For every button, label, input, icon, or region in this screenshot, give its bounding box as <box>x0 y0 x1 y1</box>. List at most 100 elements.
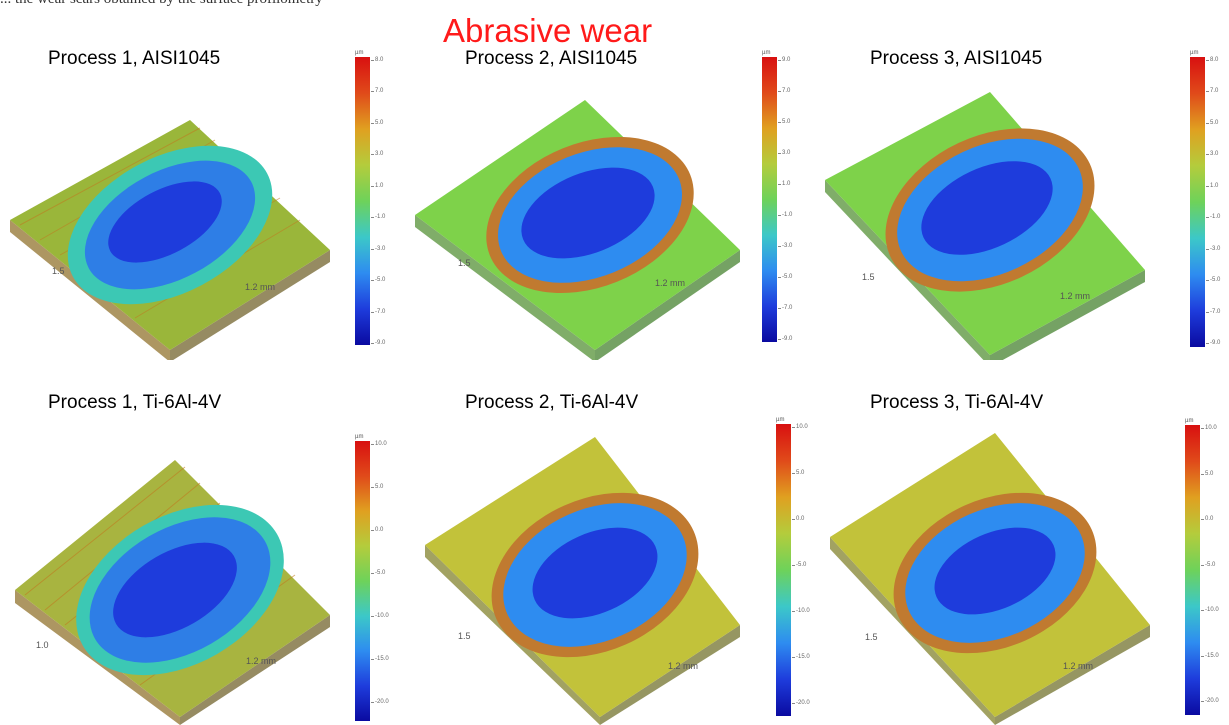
surface-side-front <box>600 625 740 725</box>
dim-y-label: 1.5 <box>862 272 875 282</box>
colorbar-tick: 8.0 <box>1205 57 1219 63</box>
dim-y-label: 1.5 <box>458 631 471 641</box>
colorbar-tick: -3.0 <box>1205 246 1221 252</box>
surface-side-front <box>180 615 330 725</box>
colorbar-tick: -15.0 <box>1201 653 1219 659</box>
colorbar-tick: -9.0 <box>370 340 386 346</box>
colorbar-tick: -3.0 <box>370 246 386 252</box>
wear-scar-core <box>532 527 658 619</box>
colorbar-gradient <box>355 57 370 345</box>
colorbar-tick: 1.0 <box>1205 183 1219 189</box>
colorbar-tick: -20.0 <box>371 699 389 705</box>
panel-process-2-aisi1045: 1.5 1.2 mm Process 2, AISI1045 µm 9.0 7.… <box>410 40 820 376</box>
colorbar-unit: µm <box>776 417 785 423</box>
dim-y-label: 1.5 <box>865 632 878 642</box>
colorbar-tick: -20.0 <box>1201 698 1219 704</box>
colorbar-tick: 1.0 <box>777 181 791 187</box>
dim-x-label: 1.2 mm <box>245 282 276 292</box>
wear-surface-plot <box>10 120 330 360</box>
colorbar-tick: 3.0 <box>1205 151 1219 157</box>
colorbar-tick: 7.0 <box>1205 88 1219 94</box>
dim-x-label: 1.2 mm <box>655 278 686 288</box>
colorbar-tick: 9.0 <box>777 57 791 63</box>
colorbar-tick: 0.0 <box>1200 516 1214 522</box>
surface-side-left <box>415 215 595 360</box>
colorbar-tick: 7.0 <box>777 88 791 94</box>
dim-y-label: 1.5 <box>458 258 471 268</box>
wear-surface-plot <box>425 437 740 725</box>
dim-x-label: 1.2 mm <box>246 656 277 666</box>
colorbar-tick: 3.0 <box>777 150 791 156</box>
colorbar-tick: -3.0 <box>777 243 793 249</box>
colorbar-tick: 5.0 <box>777 119 791 125</box>
wear-scar-core <box>108 181 222 263</box>
colorbar-tick: 5.0 <box>791 470 805 476</box>
colorbar-tick: -5.0 <box>791 562 807 568</box>
colorbar-tick: 0.0 <box>370 527 384 533</box>
colorbar-tick: -5.0 <box>370 277 386 283</box>
colorbar-tick: -10.0 <box>792 608 810 614</box>
colorbar-tick: -5.0 <box>1200 562 1216 568</box>
colorbar-tick: -5.0 <box>777 274 793 280</box>
wear-scar-core <box>521 167 655 259</box>
dim-x-label: 1.2 mm <box>1060 291 1091 301</box>
colorbar-tick: -1.0 <box>370 214 386 220</box>
dim-y-label: 1.5 <box>52 266 65 276</box>
colorbar-unit: µm <box>1190 50 1199 56</box>
surface-side-front <box>995 625 1150 725</box>
colorbar-tick: -20.0 <box>792 700 810 706</box>
top-caption: ... the wear scars obtained by the surfa… <box>0 0 323 8</box>
colorbar-tick: 5.0 <box>1200 471 1214 477</box>
colorbar-gradient <box>1185 425 1200 715</box>
panel-process-2-ti6al4v: 1.5 1.2 mm Process 2, Ti-6Al-4V µm 10.0 … <box>410 385 820 725</box>
colorbar-unit: µm <box>355 50 364 56</box>
wear-surface-plot <box>15 460 330 725</box>
colorbar-tick: -5.0 <box>370 570 386 576</box>
colorbar-tick: -15.0 <box>792 654 810 660</box>
panel-process-1-aisi1045: 1.5 1.2 mm Process 1, AISI1045 µm 8.0 7.… <box>0 40 410 376</box>
colorbar-unit: µm <box>355 434 364 440</box>
colorbar-tick: 5.0 <box>1205 120 1219 126</box>
colorbar-tick: -1.0 <box>1205 214 1221 220</box>
colorbar-tick: -7.0 <box>370 309 386 315</box>
colorbar-tick: -1.0 <box>777 212 793 218</box>
wear-surface-plot <box>825 92 1145 360</box>
colorbar-tick: 10.0 <box>792 424 808 430</box>
colorbar-tick: 0.0 <box>791 516 805 522</box>
panel-title: Process 3, Ti-6Al-4V <box>870 392 1044 413</box>
wear-surface-plot <box>415 100 740 360</box>
panel-process-3-aisi1045: 1.5 1.2 mm Process 3, AISI1045 µm 8.0 7.… <box>815 40 1225 376</box>
colorbar-tick: 5.0 <box>370 120 384 126</box>
panel-title: Process 2, Ti-6Al-4V <box>465 392 639 413</box>
colorbar-gradient <box>762 57 777 342</box>
colorbar-tick: -9.0 <box>777 336 793 342</box>
colorbar-tick: -5.0 <box>1205 277 1221 283</box>
colorbar-tick: 5.0 <box>370 484 384 490</box>
colorbar-tick: 10.0 <box>1201 425 1217 431</box>
colorbar-tick: -10.0 <box>1201 607 1219 613</box>
wear-surface-plot <box>830 433 1150 725</box>
colorbar-unit: µm <box>762 50 771 56</box>
wear-scar-core <box>113 542 237 638</box>
colorbar-unit: µm <box>1185 418 1194 424</box>
surface-side-front <box>990 270 1145 360</box>
colorbar-gradient <box>776 424 791 716</box>
colorbar-tick: -9.0 <box>1205 340 1221 346</box>
panel-process-3-ti6al4v: 1.5 1.2 mm Process 3, Ti-6Al-4V µm 10.0 … <box>815 385 1225 725</box>
figure-title: Abrasive wear <box>443 12 653 49</box>
colorbar-tick: -7.0 <box>1205 309 1221 315</box>
colorbar-tick: -10.0 <box>371 613 389 619</box>
dim-y-label: 1.0 <box>36 640 49 650</box>
wear-scar-core <box>921 161 1053 255</box>
colorbar-tick: 3.0 <box>370 151 384 157</box>
colorbar-gradient <box>1190 57 1205 347</box>
panel-title: Process 2, AISI1045 <box>465 48 638 69</box>
colorbar-tick: 8.0 <box>370 57 384 63</box>
dim-x-label: 1.2 mm <box>668 661 699 671</box>
panel-title: Process 1, AISI1045 <box>48 48 221 69</box>
surface-side-front <box>170 250 330 360</box>
colorbar-tick: -7.0 <box>777 305 793 311</box>
panel-process-1-ti6al4v: 1.0 1.2 mm Process 1, Ti-6Al-4V µm 10.0 … <box>0 385 410 725</box>
colorbar-tick: 7.0 <box>370 88 384 94</box>
panel-title: Process 1, Ti-6Al-4V <box>48 392 222 413</box>
